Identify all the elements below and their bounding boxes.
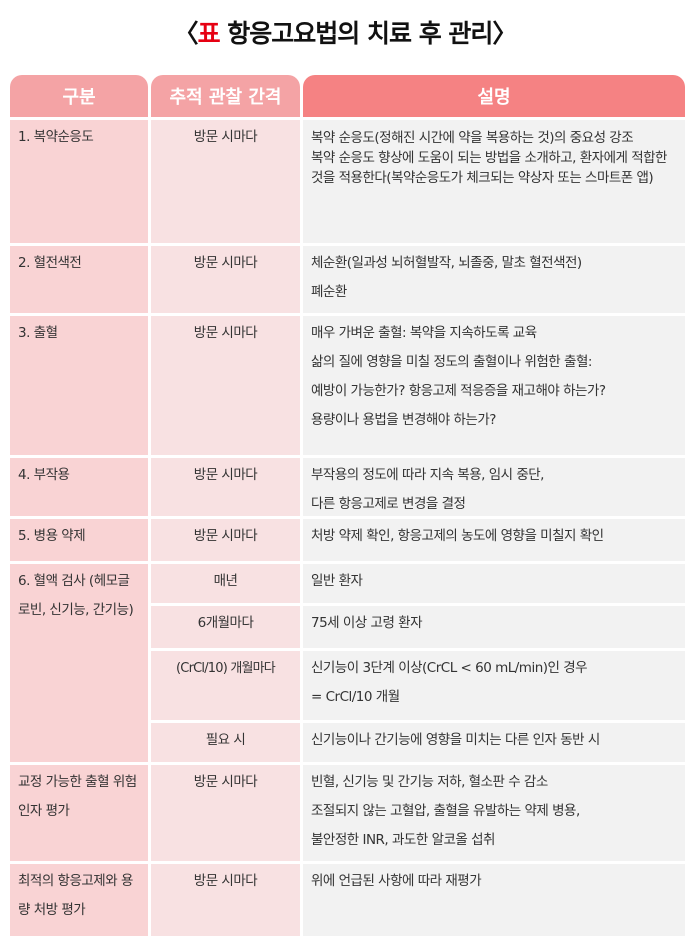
row-interval: 매년 (151, 564, 300, 603)
row-interval: 방문 시마다 (151, 458, 300, 516)
title-highlight: 표 (197, 19, 221, 48)
header-description: 설명 (303, 75, 685, 117)
row-description: 부작용의 정도에 따라 지속 복용, 임시 중단, 다른 항응고제로 변경을 결정 (303, 458, 685, 516)
row-description: 처방 약제 확인, 항응고제의 농도에 영향을 미칠지 확인 (303, 519, 685, 561)
row-category: 1. 복약순응도 (10, 120, 148, 243)
row-description: 75세 이상 고령 환자 (303, 606, 685, 648)
row-description: 신기능이나 간기능에 영향을 미치는 다른 인자 동반 시 (303, 723, 685, 762)
row-interval: 6개월마다 (151, 606, 300, 648)
row-description: 매우 가벼운 출혈: 복약을 지속하도록 교육 삶의 질에 영향을 미칠 정도의 … (303, 316, 685, 455)
row-interval: 방문 시마다 (151, 316, 300, 455)
page-title: 〈표 항응고요법의 치료 후 관리〉 (173, 19, 518, 48)
row-interval: 방문 시마다 (151, 765, 300, 861)
row-description: 체순환(일과성 뇌허혈발작, 뇌졸중, 말초 혈전색전) 폐순환 (303, 246, 685, 313)
row-category: 교정 가능한 출혈 위험인자 평가 (10, 765, 148, 861)
row-interval: 방문 시마다 (151, 519, 300, 561)
row-description: 위에 언급된 사항에 따라 재평가 (303, 864, 685, 936)
management-table: 구분 추적 관찰 간격 설명 1. 복약순응도 방문 시마다 복약 순응도(정해… (10, 75, 685, 936)
row-category: 6. 혈액 검사 (헤모글로빈, 신기능, 간기능) (10, 564, 148, 762)
row-category: 최적의 항응고제와 용량 처방 평가 (10, 864, 148, 936)
header-category: 구분 (10, 75, 148, 117)
row-description: 일반 환자 (303, 564, 685, 603)
row-interval: (CrCl/10) 개월마다 (151, 651, 300, 720)
row-category: 2. 혈전색전 (10, 246, 148, 313)
row-interval: 필요 시 (151, 723, 300, 762)
header-interval: 추적 관찰 간격 (151, 75, 300, 117)
row-description: 복약 순응도(정해진 시간에 약을 복용하는 것)의 중요성 강조 복약 순응도 … (303, 120, 685, 243)
row-category: 3. 출혈 (10, 316, 148, 455)
row-description: 신기능이 3단계 이상(CrCL < 60 mL/min)인 경우 = CrCl/… (303, 651, 685, 720)
row-category: 4. 부작용 (10, 458, 148, 516)
row-category: 5. 병용 약제 (10, 519, 148, 561)
row-interval: 방문 시마다 (151, 864, 300, 936)
row-interval: 방문 시마다 (151, 120, 300, 243)
row-interval: 방문 시마다 (151, 246, 300, 313)
row-description: 빈혈, 신기능 및 간기능 저하, 혈소판 수 감소 조절되지 않는 고혈압, 출… (303, 765, 685, 861)
